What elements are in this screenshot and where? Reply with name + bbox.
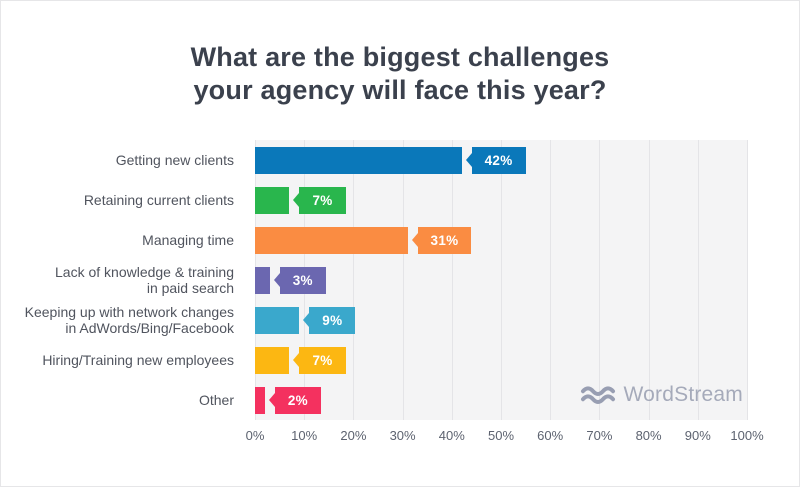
category-label: Getting new clients — [115, 152, 234, 168]
x-axis-tick-label: 20% — [340, 428, 367, 443]
bar-row: 3% — [255, 260, 747, 300]
bar — [255, 266, 270, 294]
gridline — [353, 140, 355, 420]
gridline — [451, 140, 453, 420]
bar-row: 31% — [255, 220, 747, 260]
x-axis-tick-label: 50% — [487, 428, 515, 443]
gridline — [648, 140, 650, 420]
bar-row: 7% — [255, 340, 747, 380]
bar-value-badge: 42% — [471, 146, 526, 174]
bar-value-badge: 7% — [299, 186, 346, 214]
bar — [255, 386, 265, 414]
category-label: Keeping up with network changes in AdWor… — [24, 304, 234, 336]
category-labels: Getting new clients Retaining current cli… — [1, 140, 245, 420]
bar-value-label: 31% — [430, 232, 459, 248]
bar-value-badge: 31% — [417, 226, 472, 254]
plot-area: 42% 7% 31% 3% 9% 7% 2% — [255, 140, 748, 420]
x-axis-tick-label: 100% — [730, 428, 764, 443]
wordstream-logo: WordStream — [580, 383, 743, 407]
bar-value-label: 42% — [484, 152, 513, 168]
bar — [255, 186, 290, 214]
x-axis-tick-label: 0% — [245, 428, 265, 443]
x-axis-tick-label: 60% — [537, 428, 564, 443]
x-axis-tick-label: 10% — [291, 428, 318, 443]
logo-text: WordStream — [623, 383, 743, 406]
category-label: Lack of knowledge & training in paid sea… — [55, 264, 234, 296]
bar-value-label: 2% — [287, 392, 308, 408]
bar — [255, 226, 408, 254]
gridline — [747, 140, 748, 420]
gridline — [697, 140, 699, 420]
bar — [255, 146, 462, 174]
x-axis-tick-label: 80% — [635, 428, 662, 443]
bar — [255, 346, 290, 374]
gridline — [599, 140, 601, 420]
x-axis-tick-label: 70% — [586, 428, 613, 443]
category-label: Other — [198, 392, 234, 408]
bar-value-badge: 9% — [309, 306, 356, 334]
x-axis-tick-label: 30% — [389, 428, 416, 443]
x-axis-tick-label: 40% — [438, 428, 465, 443]
bar-value-label: 3% — [292, 272, 313, 288]
category-label: Retaining current clients — [83, 192, 234, 208]
chart-title: What are the biggest challenges your age… — [190, 42, 610, 105]
category-label: Hiring/Training new employees — [42, 352, 234, 368]
bar-value-label: 7% — [312, 192, 333, 208]
bar-row: 7% — [255, 180, 747, 220]
bar-rows: 42% 7% 31% 3% 9% 7% 2% — [255, 140, 747, 420]
gridline — [402, 140, 404, 420]
bar-value-badge: 2% — [274, 386, 321, 414]
bar-row: 2% — [255, 380, 747, 420]
bar-value-label: 9% — [322, 312, 343, 328]
gridline — [501, 140, 502, 420]
x-axis-tick-label: 90% — [684, 428, 711, 443]
category-label: Managing time — [142, 232, 234, 248]
bar-value-label: 7% — [312, 352, 333, 368]
bar-value-badge: 3% — [279, 266, 326, 294]
bar-row: 42% — [255, 140, 747, 180]
bar-value-badge: 7% — [299, 346, 346, 374]
waves-icon — [580, 385, 617, 405]
bar-row: 9% — [255, 300, 747, 340]
x-axis: 0% 10% 20% 30% 40% 50% 60% 70% 80% 90% 100% — [246, 428, 764, 448]
bar — [255, 306, 300, 334]
gridline — [550, 140, 552, 420]
